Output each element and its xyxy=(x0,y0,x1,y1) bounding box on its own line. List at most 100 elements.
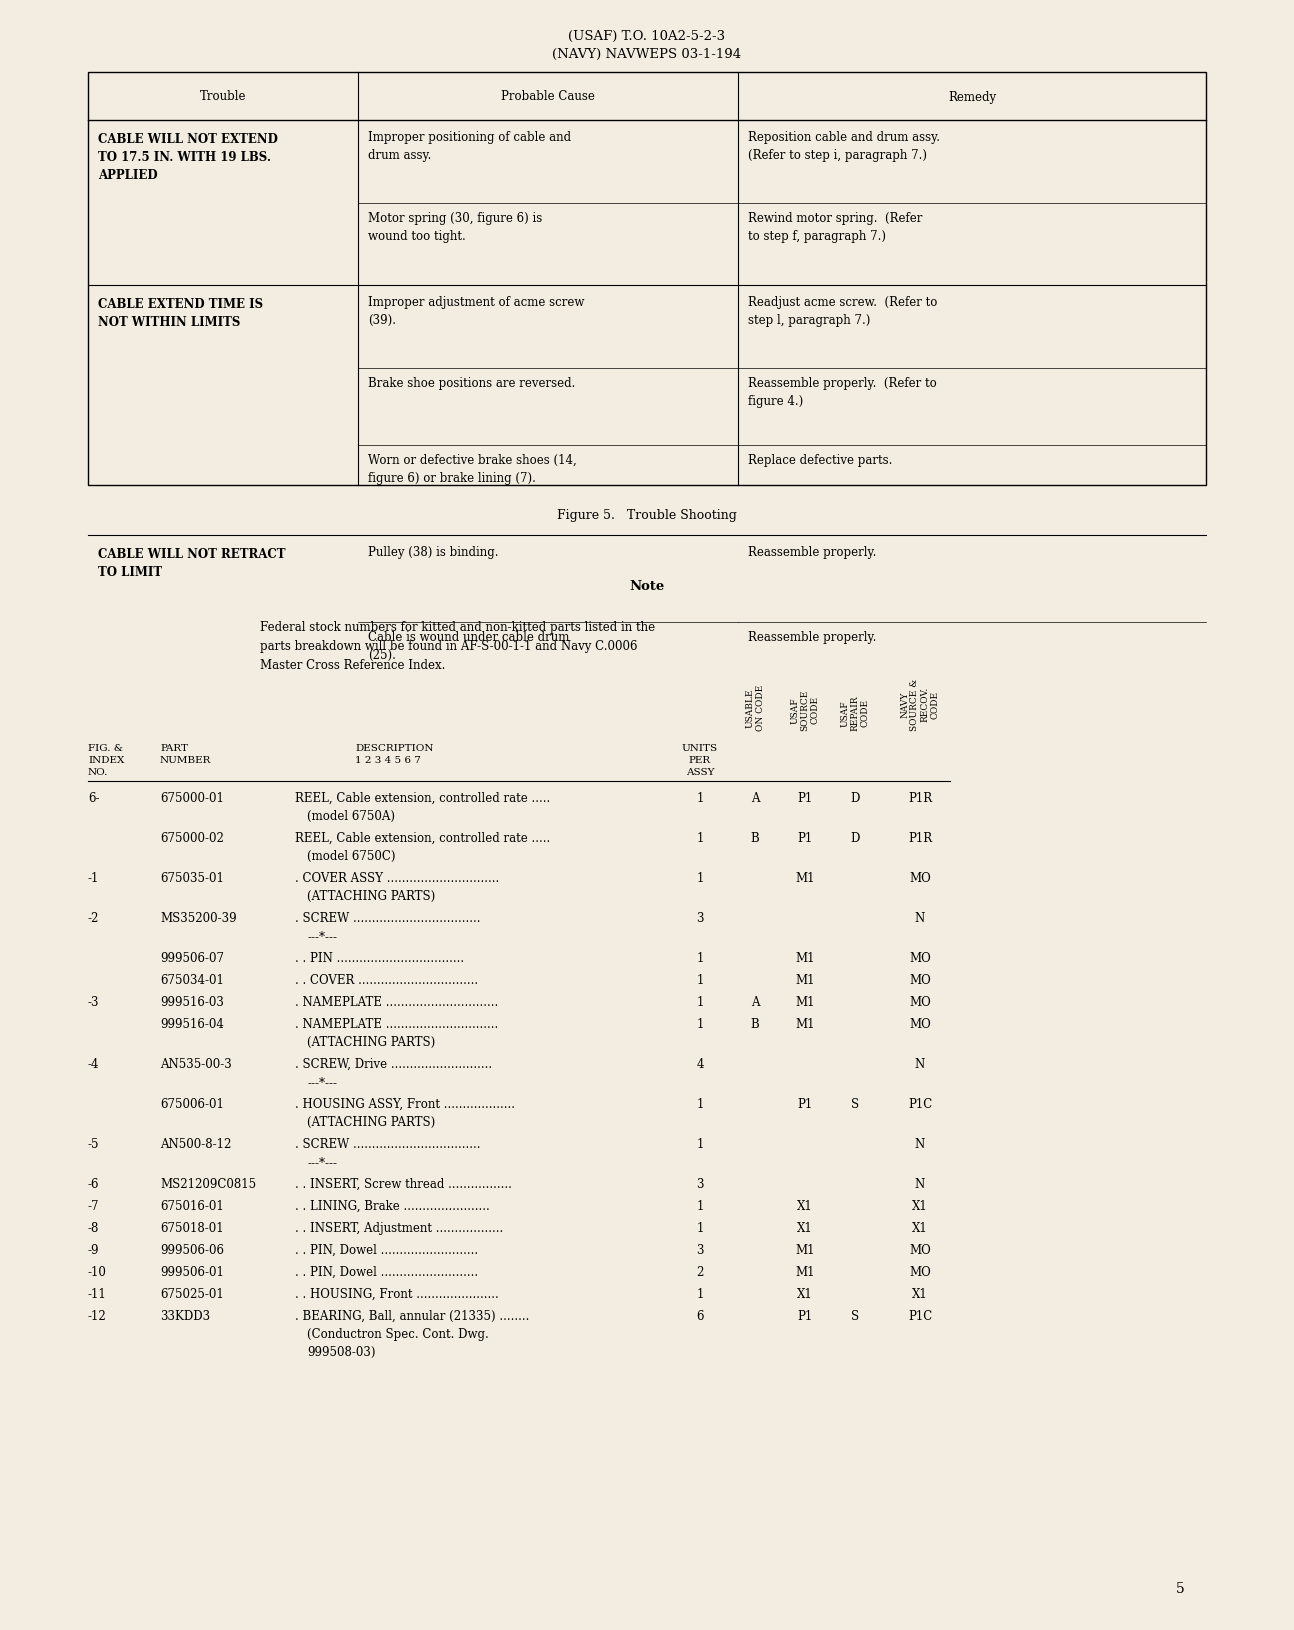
Bar xyxy=(88,73,1206,486)
Text: (ATTACHING PARTS): (ATTACHING PARTS) xyxy=(307,890,435,903)
Text: M1: M1 xyxy=(796,952,815,965)
Text: 1: 1 xyxy=(696,952,704,965)
Text: -12: -12 xyxy=(88,1309,106,1322)
Text: -3: -3 xyxy=(88,996,100,1009)
Text: M1: M1 xyxy=(796,1265,815,1278)
Text: -9: -9 xyxy=(88,1244,100,1257)
Text: Cable is wound under cable drum
(25).: Cable is wound under cable drum (25). xyxy=(367,631,569,662)
Text: USAF
REPAIR
CODE: USAF REPAIR CODE xyxy=(840,694,870,730)
Text: 1: 1 xyxy=(696,1138,704,1151)
Text: N: N xyxy=(915,1058,925,1071)
Text: MO: MO xyxy=(910,1265,930,1278)
Text: PART: PART xyxy=(160,743,188,753)
Text: MO: MO xyxy=(910,872,930,885)
Text: . NAMEPLATE ..............................: . NAMEPLATE ............................… xyxy=(295,996,498,1009)
Text: ---*---: ---*--- xyxy=(307,929,336,942)
Text: . COVER ASSY ..............................: . COVER ASSY ...........................… xyxy=(295,872,499,885)
Text: M1: M1 xyxy=(796,996,815,1009)
Text: . . LINING, Brake .......................: . . LINING, Brake ......................… xyxy=(295,1200,489,1213)
Text: . . PIN, Dowel ..........................: . . PIN, Dowel .........................… xyxy=(295,1265,477,1278)
Text: B: B xyxy=(751,1017,760,1030)
Text: -5: -5 xyxy=(88,1138,100,1151)
Text: AN535-00-3: AN535-00-3 xyxy=(160,1058,232,1071)
Text: REEL, Cable extension, controlled rate .....: REEL, Cable extension, controlled rate .… xyxy=(295,831,550,844)
Text: 675034-01: 675034-01 xyxy=(160,973,224,986)
Text: MO: MO xyxy=(910,952,930,965)
Text: Trouble: Trouble xyxy=(199,90,246,103)
Text: (NAVY) NAVWEPS 03-1-194: (NAVY) NAVWEPS 03-1-194 xyxy=(553,47,741,60)
Text: (ATTACHING PARTS): (ATTACHING PARTS) xyxy=(307,1035,435,1048)
Text: X1: X1 xyxy=(912,1221,928,1234)
Text: Pulley (38) is binding.: Pulley (38) is binding. xyxy=(367,546,498,559)
Text: . . INSERT, Adjustment ..................: . . INSERT, Adjustment .................… xyxy=(295,1221,503,1234)
Text: . SCREW ..................................: . SCREW ................................… xyxy=(295,1138,480,1151)
Text: . HOUSING ASSY, Front ...................: . HOUSING ASSY, Front ..................… xyxy=(295,1097,515,1110)
Text: -6: -6 xyxy=(88,1177,100,1190)
Text: (model 6750C): (model 6750C) xyxy=(307,849,396,862)
Text: X1: X1 xyxy=(912,1200,928,1213)
Text: Rewind motor spring.  (Refer
to step f, paragraph 7.): Rewind motor spring. (Refer to step f, p… xyxy=(748,212,923,243)
Text: MO: MO xyxy=(910,996,930,1009)
Text: 2: 2 xyxy=(696,1265,704,1278)
Text: CABLE EXTEND TIME IS
NOT WITHIN LIMITS: CABLE EXTEND TIME IS NOT WITHIN LIMITS xyxy=(98,298,263,329)
Text: A: A xyxy=(751,792,760,805)
Text: X1: X1 xyxy=(797,1200,813,1213)
Text: 999506-07: 999506-07 xyxy=(160,952,224,965)
Text: Brake shoe positions are reversed.: Brake shoe positions are reversed. xyxy=(367,377,576,390)
Text: N: N xyxy=(915,1138,925,1151)
Text: ---*---: ---*--- xyxy=(307,1076,336,1089)
Text: 5: 5 xyxy=(1176,1581,1184,1596)
Text: . . COVER ................................: . . COVER ..............................… xyxy=(295,973,477,986)
Text: 675018-01: 675018-01 xyxy=(160,1221,224,1234)
Text: UNITS: UNITS xyxy=(682,743,718,753)
Text: P1C: P1C xyxy=(908,1309,932,1322)
Text: Worn or defective brake shoes (14,
figure 6) or brake lining (7).: Worn or defective brake shoes (14, figur… xyxy=(367,453,577,484)
Text: MO: MO xyxy=(910,1017,930,1030)
Text: P1: P1 xyxy=(797,1309,813,1322)
Text: 675035-01: 675035-01 xyxy=(160,872,224,885)
Text: P1C: P1C xyxy=(908,1097,932,1110)
Text: 1: 1 xyxy=(696,996,704,1009)
Text: CABLE WILL NOT EXTEND
TO 17.5 IN. WITH 19 LBS.
APPLIED: CABLE WILL NOT EXTEND TO 17.5 IN. WITH 1… xyxy=(98,134,278,183)
Text: P1R: P1R xyxy=(908,831,932,844)
Text: -2: -2 xyxy=(88,911,100,924)
Text: X1: X1 xyxy=(797,1288,813,1301)
Text: -11: -11 xyxy=(88,1288,106,1301)
Text: 675000-01: 675000-01 xyxy=(160,792,224,805)
Text: 675006-01: 675006-01 xyxy=(160,1097,224,1110)
Text: . NAMEPLATE ..............................: . NAMEPLATE ............................… xyxy=(295,1017,498,1030)
Text: 6-: 6- xyxy=(88,792,100,805)
Text: MS35200-39: MS35200-39 xyxy=(160,911,237,924)
Text: ASSY: ASSY xyxy=(686,768,714,776)
Text: N: N xyxy=(915,1177,925,1190)
Text: . SCREW, Drive ...........................: . SCREW, Drive .........................… xyxy=(295,1058,492,1071)
Text: MO: MO xyxy=(910,973,930,986)
Text: . . PIN ..................................: . . PIN ................................… xyxy=(295,952,465,965)
Text: 1: 1 xyxy=(696,1017,704,1030)
Text: M1: M1 xyxy=(796,1244,815,1257)
Text: Reassemble properly.: Reassemble properly. xyxy=(748,546,876,559)
Text: -7: -7 xyxy=(88,1200,100,1213)
Text: USABLE
ON CODE: USABLE ON CODE xyxy=(745,685,765,730)
Text: 675000-02: 675000-02 xyxy=(160,831,224,844)
Text: 3: 3 xyxy=(696,911,704,924)
Text: 1 2 3 4 5 6 7: 1 2 3 4 5 6 7 xyxy=(355,756,421,764)
Text: S: S xyxy=(851,1309,859,1322)
Text: (USAF) T.O. 10A2-5-2-3: (USAF) T.O. 10A2-5-2-3 xyxy=(568,29,726,42)
Text: A: A xyxy=(751,996,760,1009)
Text: D: D xyxy=(850,831,859,844)
Text: NUMBER: NUMBER xyxy=(160,756,211,764)
Text: MS21209C0815: MS21209C0815 xyxy=(160,1177,256,1190)
Text: REEL, Cable extension, controlled rate .....: REEL, Cable extension, controlled rate .… xyxy=(295,792,550,805)
Text: P1R: P1R xyxy=(908,792,932,805)
Text: 999516-04: 999516-04 xyxy=(160,1017,224,1030)
Text: 1: 1 xyxy=(696,1200,704,1213)
Text: B: B xyxy=(751,831,760,844)
Text: NO.: NO. xyxy=(88,768,109,776)
Text: M1: M1 xyxy=(796,872,815,885)
Text: 6: 6 xyxy=(696,1309,704,1322)
Text: N: N xyxy=(915,911,925,924)
Text: 3: 3 xyxy=(696,1177,704,1190)
Text: 1: 1 xyxy=(696,1221,704,1234)
Text: 999506-01: 999506-01 xyxy=(160,1265,224,1278)
